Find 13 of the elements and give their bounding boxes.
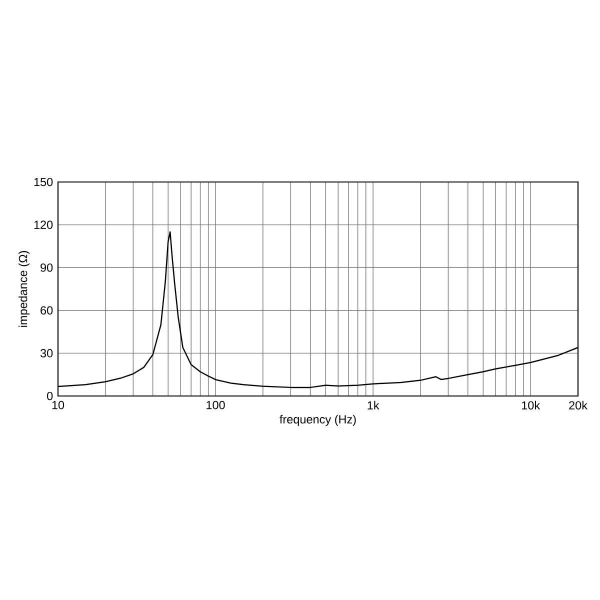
y-tick-label: 150: [34, 178, 53, 186]
y-tick-label: 30: [40, 349, 53, 358]
y-tick-label: 120: [34, 220, 53, 229]
y-tick-label: 60: [40, 306, 53, 315]
x-tick-label: 10k: [522, 400, 540, 410]
x-axis-title: frequency (Hz): [280, 414, 356, 426]
x-tick-label: 100: [206, 400, 225, 410]
y-tick-label: 0: [47, 392, 53, 400]
x-tick-label: 20k: [569, 400, 588, 410]
x-tick-label: 10: [52, 400, 64, 410]
x-tick-label: 1k: [368, 400, 380, 410]
y-axis-title: impedance (Ω): [18, 251, 30, 327]
y-tick-label: 90: [40, 263, 53, 272]
